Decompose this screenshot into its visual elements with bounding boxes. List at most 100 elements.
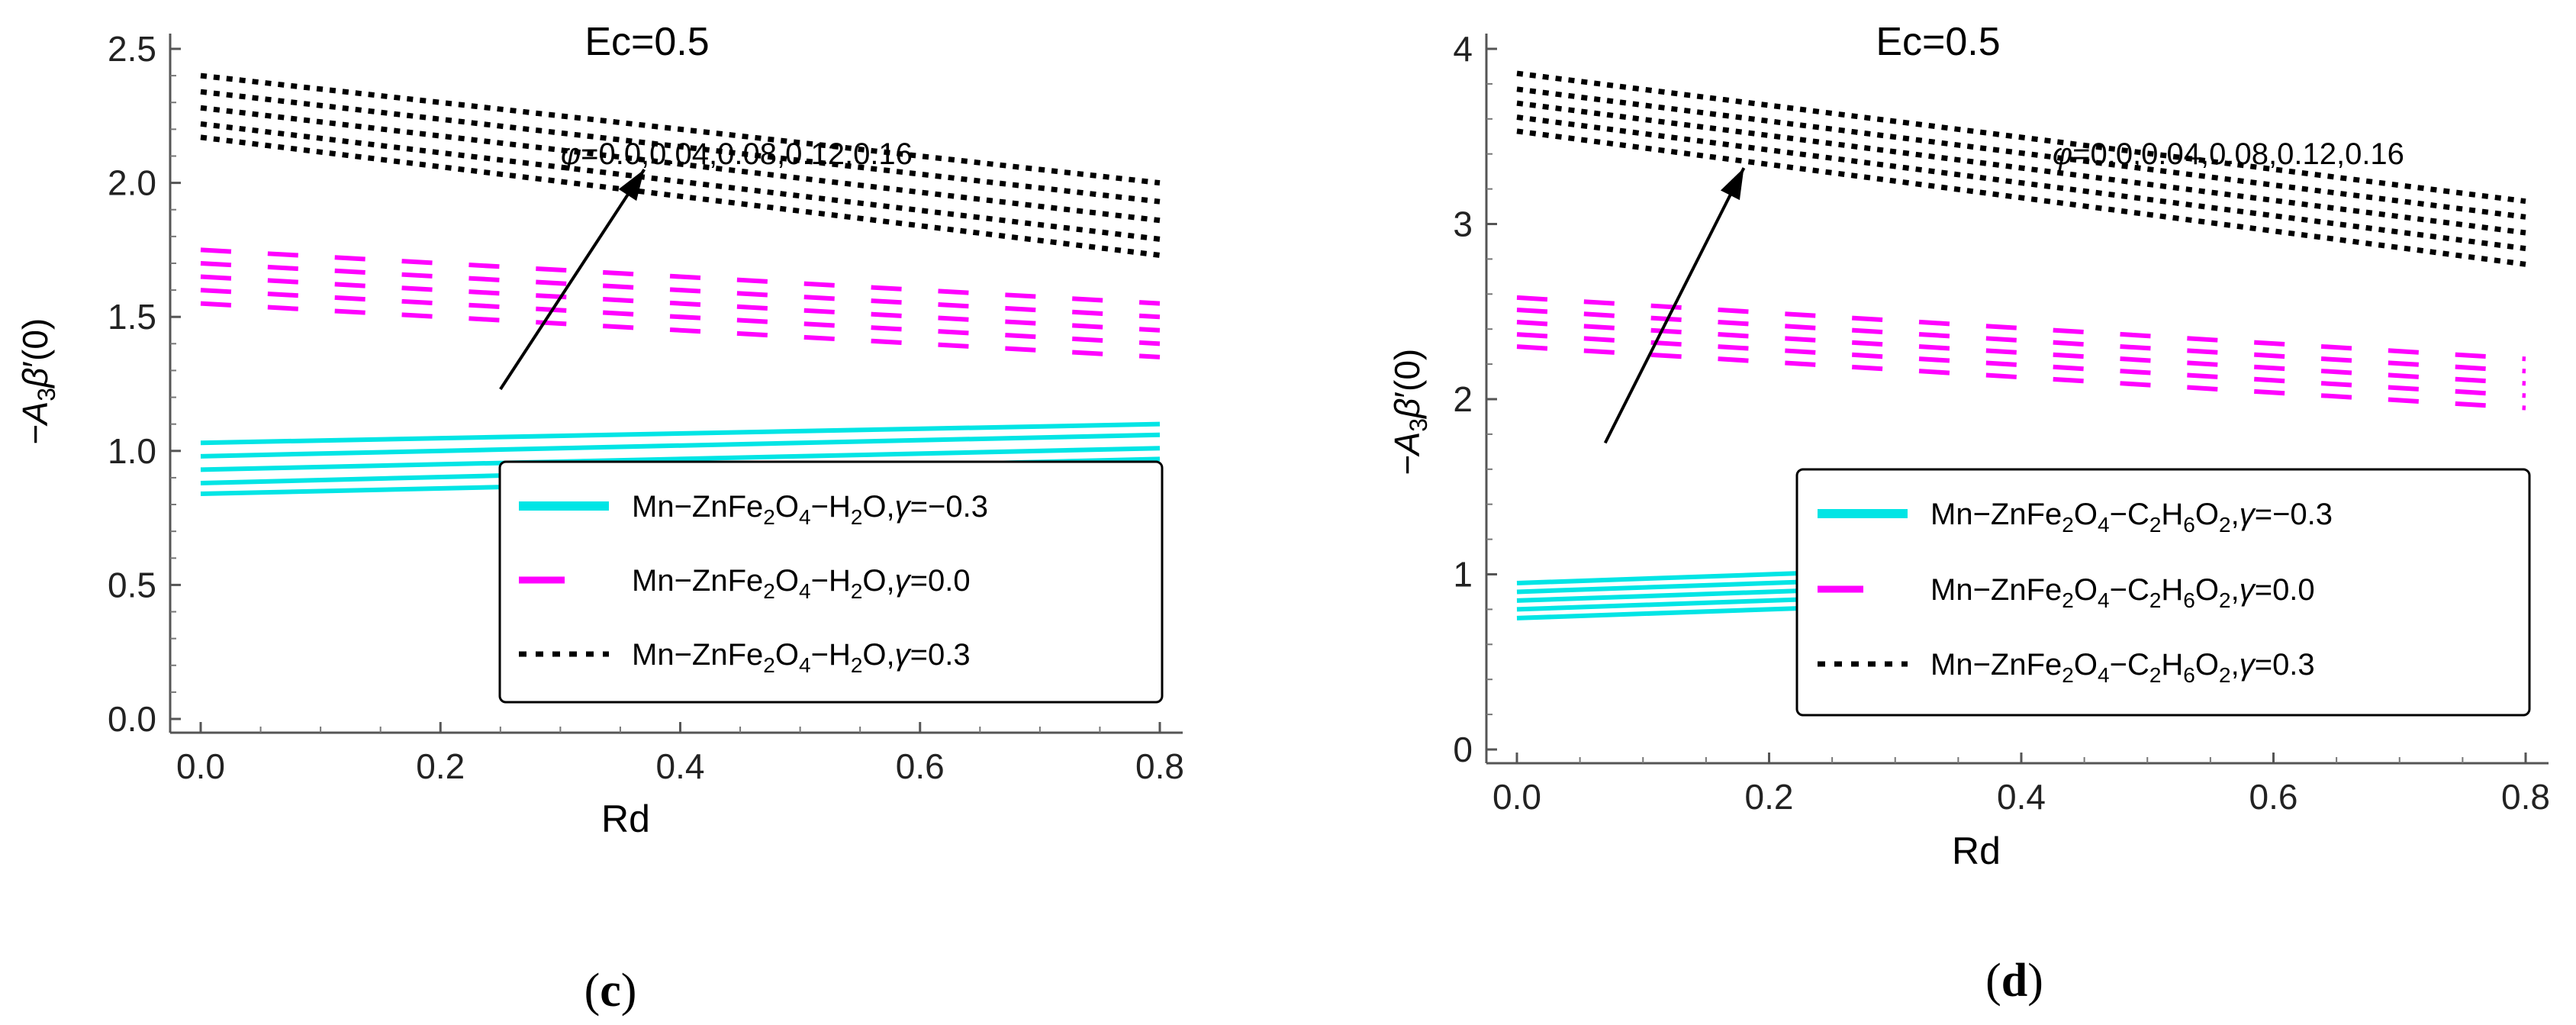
- series-line-dotted-phi-3: [200, 89, 1161, 205]
- y-label-suffix: ′(0): [1387, 349, 1427, 398]
- legend-label-part: =−0.3: [2255, 498, 2333, 531]
- legend-label-part: 2: [2219, 663, 2231, 687]
- arrow-head: [618, 169, 645, 201]
- legend-label-part: Mn−ZnFe: [632, 638, 763, 672]
- legend-label-part: O: [775, 638, 799, 672]
- legend-label-part: 4: [799, 653, 811, 677]
- panel-label-close: ): [2027, 955, 2043, 1007]
- phi-arrow: [1603, 167, 1746, 444]
- legend-label-part: O,: [862, 490, 894, 524]
- y-tick-label: 2.0: [108, 163, 156, 203]
- legend-label-part: O: [2195, 498, 2219, 531]
- series-line-dotted-phi-1: [1516, 114, 2526, 252]
- phi-symbol: φ: [2053, 137, 2072, 171]
- legend-label-part: 2: [763, 579, 775, 603]
- y-label-greek: β: [1387, 398, 1427, 420]
- panel-c: Ec=0.5 0.0 0.2 0.4 0.6 0.8 0.0 0.5 1.0 1.5 2.0 2.5…: [15, 20, 1184, 1017]
- series-line-dashed-phi-2: [200, 274, 1161, 333]
- arrow-shaft: [1603, 167, 1746, 444]
- phi-annotation: φ=0.0,0.04,0.08,0.12,0.16: [2053, 137, 2404, 171]
- series-line-dashed-phi-1: [200, 288, 1161, 347]
- series-line-dotted-phi-2: [200, 105, 1161, 224]
- legend-label-part: O: [2195, 573, 2219, 607]
- axis-ticks: 0.0 0.2 0.4 0.6 0.8 0 1 2 3 4: [1453, 29, 2550, 817]
- legend-label-part: 4: [2098, 513, 2110, 537]
- legend-label-part: −H: [811, 490, 851, 524]
- legend-label-part: 2: [763, 505, 775, 529]
- phi-values: =0.0,0.04,0.08,0.12,0.16: [581, 137, 913, 171]
- y-tick-label: 4: [1453, 29, 1473, 69]
- legend: Mn−ZnFe2O4−H2O,γ=−0.3Mn−ZnFe2O4−H2O,γ=0.…: [498, 460, 1164, 704]
- legend-label-part: H: [2161, 573, 2183, 607]
- panel-label-open: (: [1985, 955, 2001, 1007]
- legend-label-part: 6: [2183, 663, 2195, 687]
- series-line-solid-phi-4: [200, 421, 1161, 446]
- plot-area: 0.0 0.2 0.4 0.6 0.8 0.0 0.5 1.0 1.5 2.0 2.5: [108, 29, 1184, 786]
- legend-label: Mn−ZnFe2O4−C2H6O2,γ=−0.3: [1930, 498, 2333, 537]
- legend-label-part: γ: [2240, 573, 2256, 607]
- y-tick-label: 2.5: [108, 29, 156, 69]
- legend-label-part: −C: [2110, 498, 2149, 531]
- legend-label-part: =0.0: [910, 564, 971, 598]
- series-line-dotted-phi-4: [1516, 70, 2526, 205]
- series-line-dashed-phi-0: [1516, 344, 2526, 411]
- x-tick-label: 0.2: [1745, 777, 1794, 817]
- y-tick-label: 3: [1453, 205, 1473, 244]
- legend-label-part: 2: [2062, 663, 2074, 687]
- legend-label-part: 4: [2098, 588, 2110, 612]
- legend-label-part: γ: [2240, 648, 2256, 682]
- legend-label-part: O: [2074, 573, 2098, 607]
- x-tick-label: 0.6: [896, 746, 945, 786]
- x-tick-label: 0.4: [1997, 777, 2046, 817]
- y-axis-label: −A3β′(0): [15, 318, 60, 445]
- legend-label-part: ,: [2231, 573, 2240, 607]
- chart-title: Ec=0.5: [584, 20, 709, 64]
- legend-label-part: Mn−ZnFe: [632, 490, 763, 524]
- y-label-greek: β: [15, 368, 55, 389]
- legend-label-part: γ: [2240, 498, 2256, 531]
- series-line-dashed-phi-2: [1516, 320, 2526, 386]
- x-tick-label: 0.2: [416, 746, 465, 786]
- legend-label: Mn−ZnFe2O4−H2O,γ=0.3: [632, 638, 971, 677]
- legend-label-part: Mn−ZnFe: [632, 564, 763, 598]
- y-tick-label: 1.0: [108, 431, 156, 471]
- legend-label-part: −C: [2110, 573, 2149, 607]
- legend-entries: Mn−ZnFe2O4−C2H6O2,γ=−0.3Mn−ZnFe2O4−C2H6O…: [1818, 498, 2333, 687]
- legend: Mn−ZnFe2O4−C2H6O2,γ=−0.3Mn−ZnFe2O4−C2H6O…: [1795, 468, 2531, 717]
- legend-label-part: ,: [2231, 498, 2240, 531]
- legend-box: [498, 460, 1164, 704]
- arrow-shaft: [499, 168, 646, 391]
- legend-label: Mn−ZnFe2O4−C2H6O2,γ=0.0: [1930, 573, 2315, 612]
- legend-label-part: 2: [763, 653, 775, 677]
- legend-label: Mn−ZnFe2O4−C2H6O2,γ=0.3: [1930, 648, 2315, 687]
- chart-title: Ec=0.5: [1876, 20, 2000, 64]
- series-line-dotted-phi-0: [200, 134, 1161, 258]
- series-line-dotted-phi-2: [1516, 100, 2526, 236]
- series-line-dashed-phi-3: [200, 260, 1161, 320]
- legend-label-part: 2: [2149, 588, 2162, 612]
- legend-label-part: Mn−ZnFe: [1930, 648, 2062, 682]
- legend-label-part: 2: [851, 653, 863, 677]
- x-axis-label: Rd: [1952, 830, 2001, 872]
- legend-label-part: 2: [2219, 588, 2231, 612]
- panel-label-close: ): [621, 965, 637, 1017]
- x-tick-label: 0.0: [176, 746, 225, 786]
- y-axis-label: −A3β′(0): [1387, 349, 1432, 475]
- phi-symbol: φ: [561, 137, 581, 171]
- legend-label-part: −C: [2110, 648, 2149, 682]
- legend-label-part: Mn−ZnFe: [1930, 573, 2062, 607]
- legend-label-part: O,: [862, 564, 894, 598]
- arrow-head: [1720, 168, 1744, 201]
- legend-label-part: 2: [2149, 663, 2162, 687]
- legend-label-part: 2: [2219, 513, 2231, 537]
- legend-label-part: 2: [2149, 513, 2162, 537]
- legend-box: [1795, 468, 2531, 717]
- y-tick-label: 0: [1453, 730, 1473, 769]
- legend-label-part: O,: [862, 638, 894, 672]
- series-line-dashed-phi-4: [1516, 295, 2526, 362]
- y-label-prefix: −A: [1387, 432, 1427, 476]
- y-label-prefix: −A: [15, 401, 55, 446]
- legend-label-part: Mn−ZnFe: [1930, 498, 2062, 531]
- y-tick-label: 1: [1453, 555, 1473, 595]
